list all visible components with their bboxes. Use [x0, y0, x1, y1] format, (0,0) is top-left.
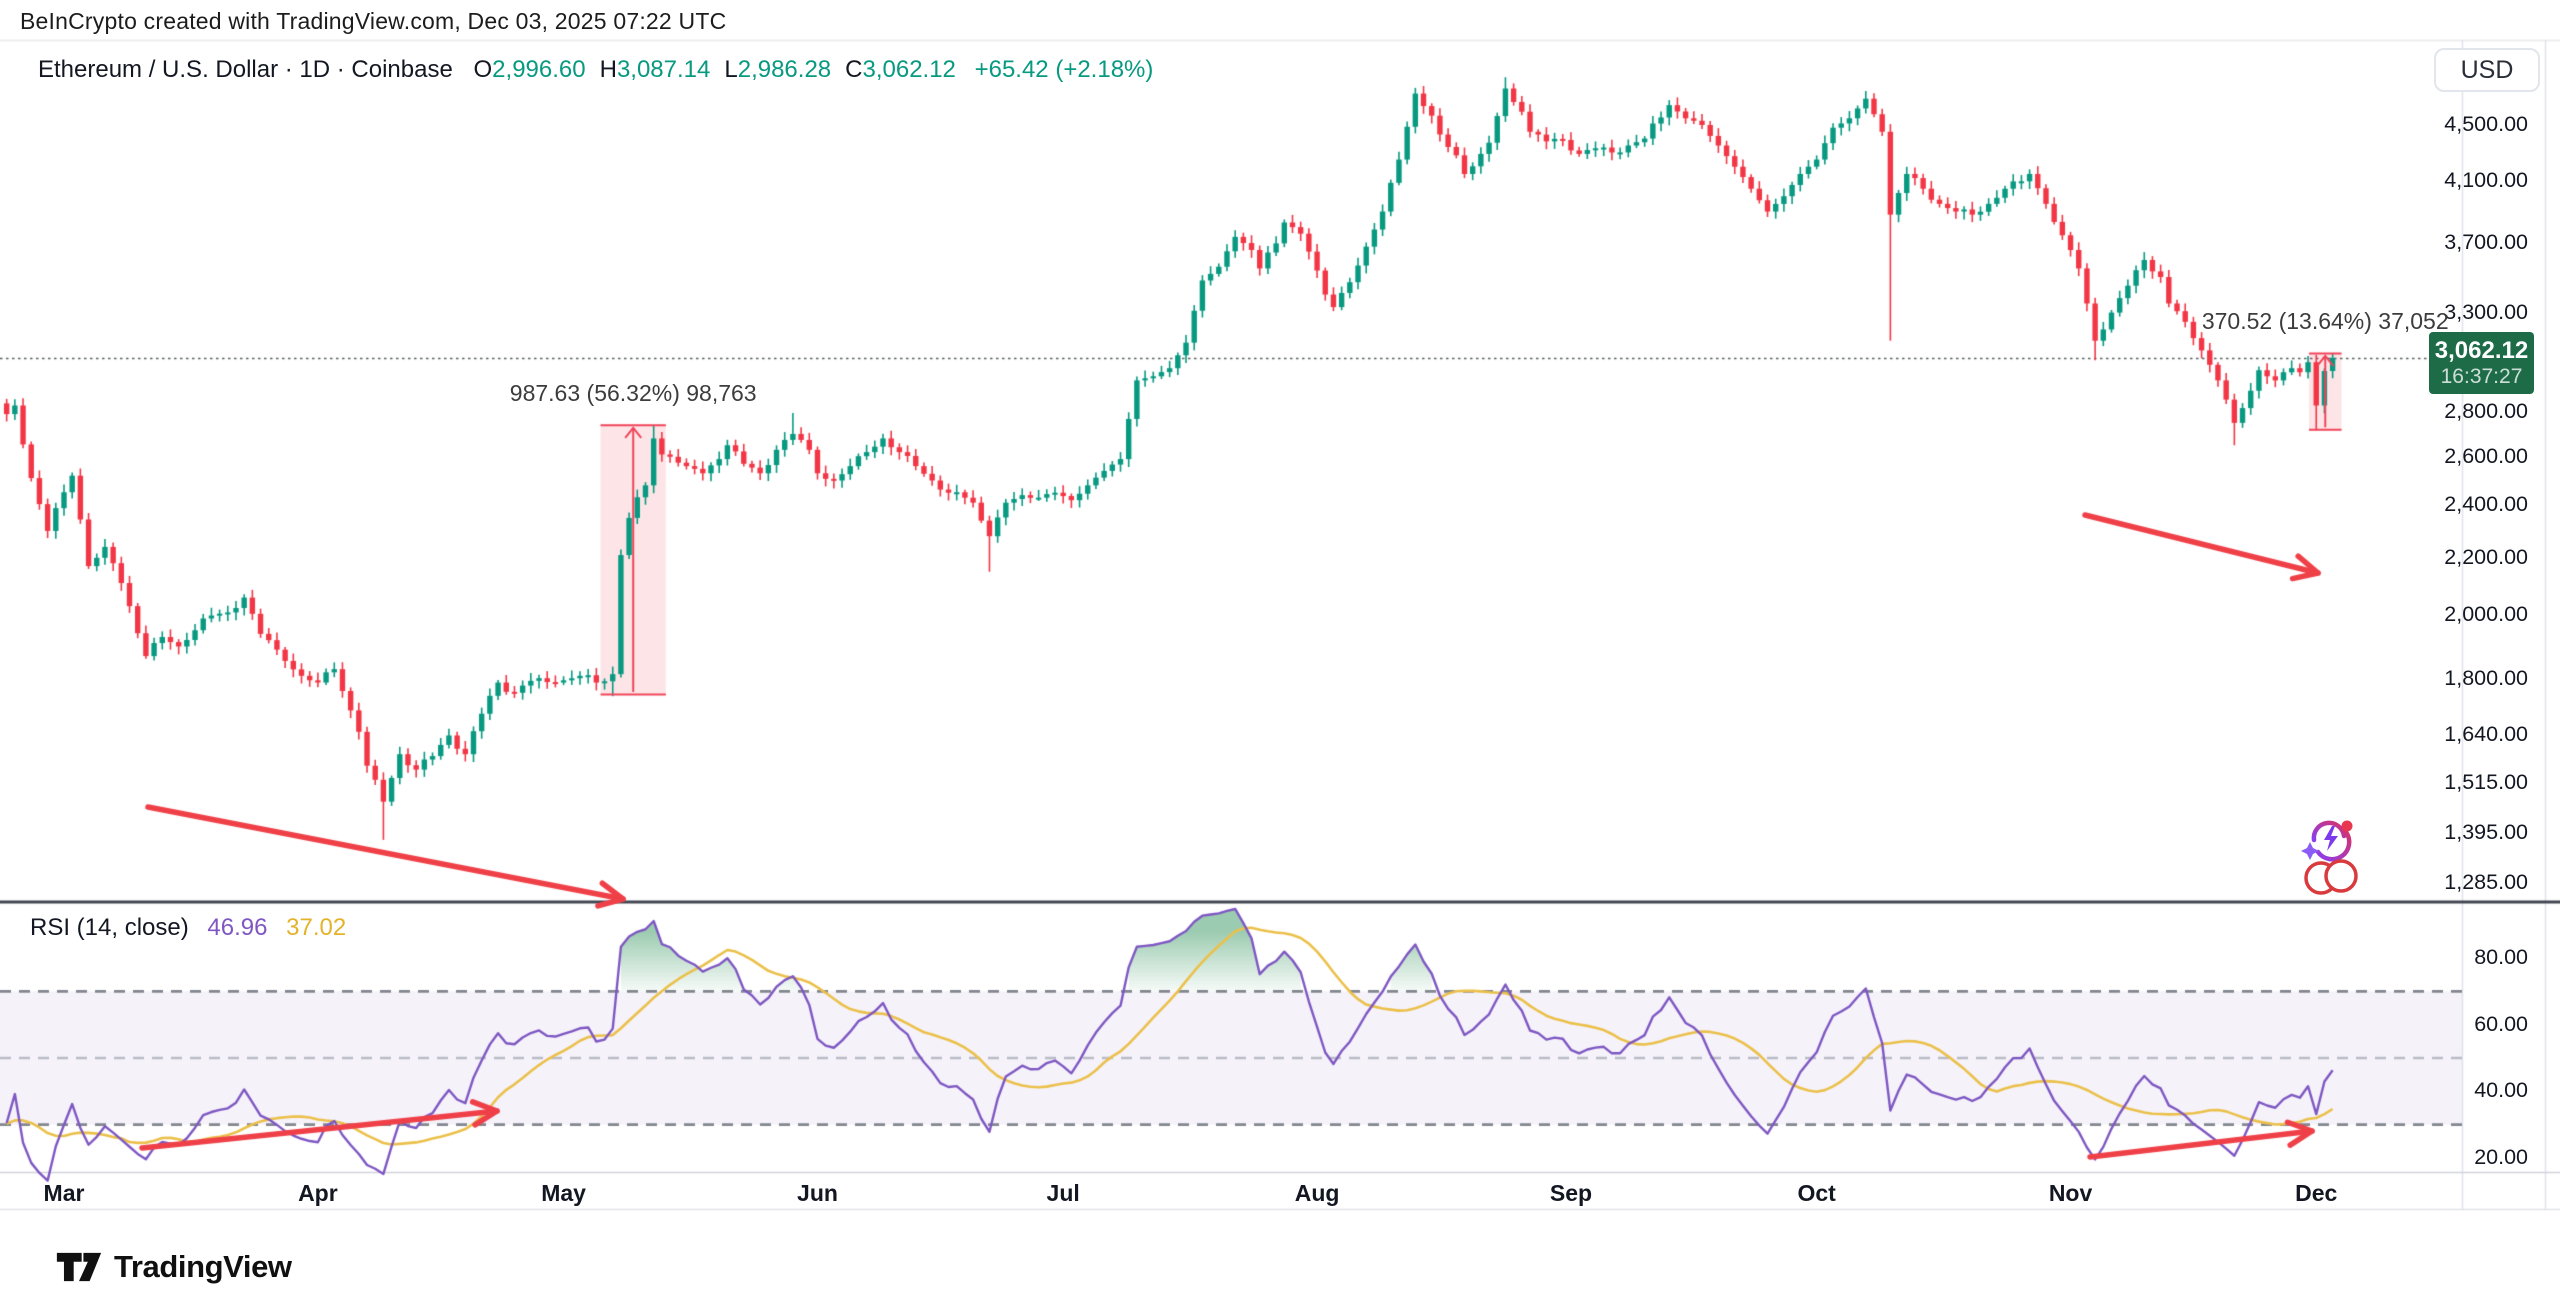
bar-countdown: 16:37:27 [2440, 364, 2523, 388]
price-scale-label: 2,400.00 [2444, 492, 2528, 517]
price-scale-label: 1,395.00 [2444, 820, 2528, 845]
ohlc-label: L [724, 56, 738, 83]
ohlc-label: O [473, 56, 493, 83]
rsi-scale-label: 80.00 [2474, 945, 2528, 969]
month-label: Jul [1046, 1180, 1080, 1206]
ohlc-value: 2,986.28 [737, 56, 832, 83]
month-label: Dec [2295, 1180, 2338, 1206]
price-scale-label: 2,000.00 [2444, 602, 2528, 627]
symbol-title: Ethereum / U.S. Dollar · 1D · Coinbase [38, 56, 453, 83]
price-scale-label: 2,600.00 [2444, 443, 2528, 468]
ohlc-value: 3,087.14 [616, 56, 711, 83]
tradingview-logo-icon [56, 1252, 102, 1282]
price-scale-label: 1,640.00 [2444, 722, 2528, 747]
rsi-value: 46.96 [207, 914, 268, 941]
rsi-ma-value: 37.02 [286, 914, 347, 941]
month-label: Nov [2048, 1180, 2093, 1206]
ohlc-label: C [845, 56, 863, 83]
currency-toggle-button[interactable]: USD [2434, 48, 2540, 92]
change-value: +65.42 (+2.18%) [974, 56, 1154, 83]
watermark-icons [2300, 818, 2364, 902]
dec-measurement-label: 370.52 (13.64%) 37,052 [2201, 307, 2449, 334]
month-label: Oct [1797, 1180, 1836, 1206]
price-scale-label: 2,200.00 [2444, 544, 2528, 569]
attribution-bar: BeInCrypto created with TradingView.com,… [20, 8, 727, 34]
ohlc-label: H [599, 56, 617, 83]
month-label: Apr [298, 1180, 338, 1206]
price-scale-label: 4,100.00 [2444, 168, 2528, 193]
rsi-scale-label: 40.00 [2474, 1078, 2528, 1103]
price-scale-label: 4,500.00 [2444, 112, 2528, 136]
price-scale-label: 1,800.00 [2444, 666, 2528, 691]
month-label: Mar [43, 1180, 85, 1206]
ohlc-values: O2,996.60 H3,087.14 L2,986.28 C3,062.12 [460, 56, 956, 83]
month-label: Jun [797, 1180, 838, 1206]
rsi-legend-title: RSI (14, close) [30, 914, 189, 941]
ai-icon [2301, 820, 2358, 895]
ohlc-value: 2,996.60 [492, 56, 586, 83]
rsi-scale-label: 20.00 [2474, 1144, 2528, 1169]
price-scale-label: 2,800.00 [2444, 398, 2528, 423]
last-price-value: 3,062.12 [2434, 336, 2529, 364]
price-scale-label: 1,515.00 [2444, 770, 2528, 795]
rsi-legend: RSI (14, close) 46.96 37.02 [30, 914, 346, 942]
price-scale-label: 3,700.00 [2444, 230, 2528, 255]
month-label: Aug [1294, 1180, 1340, 1206]
price-scale-label: 1,285.00 [2444, 870, 2528, 894]
month-label: May [541, 1180, 586, 1206]
may-measurement-label: 987.63 (56.32%) 98,763 [509, 379, 757, 406]
price-scale-label: 3,300.00 [2444, 299, 2528, 324]
tradingview-footer-logo[interactable]: TradingView [56, 1246, 292, 1288]
last-price-badge: 3,062.12 16:37:27 [2429, 332, 2534, 394]
month-label: Sep [1549, 1180, 1593, 1206]
usa-flag-coins-icon [2304, 859, 2358, 895]
tradingview-brand-text: TradingView [114, 1249, 292, 1284]
rsi-scale-label: 60.00 [2474, 1011, 2528, 1036]
symbol-legend: Ethereum / U.S. Dollar · 1D · Coinbase O… [38, 56, 1153, 84]
ohlc-value: 3,062.12 [862, 56, 956, 83]
